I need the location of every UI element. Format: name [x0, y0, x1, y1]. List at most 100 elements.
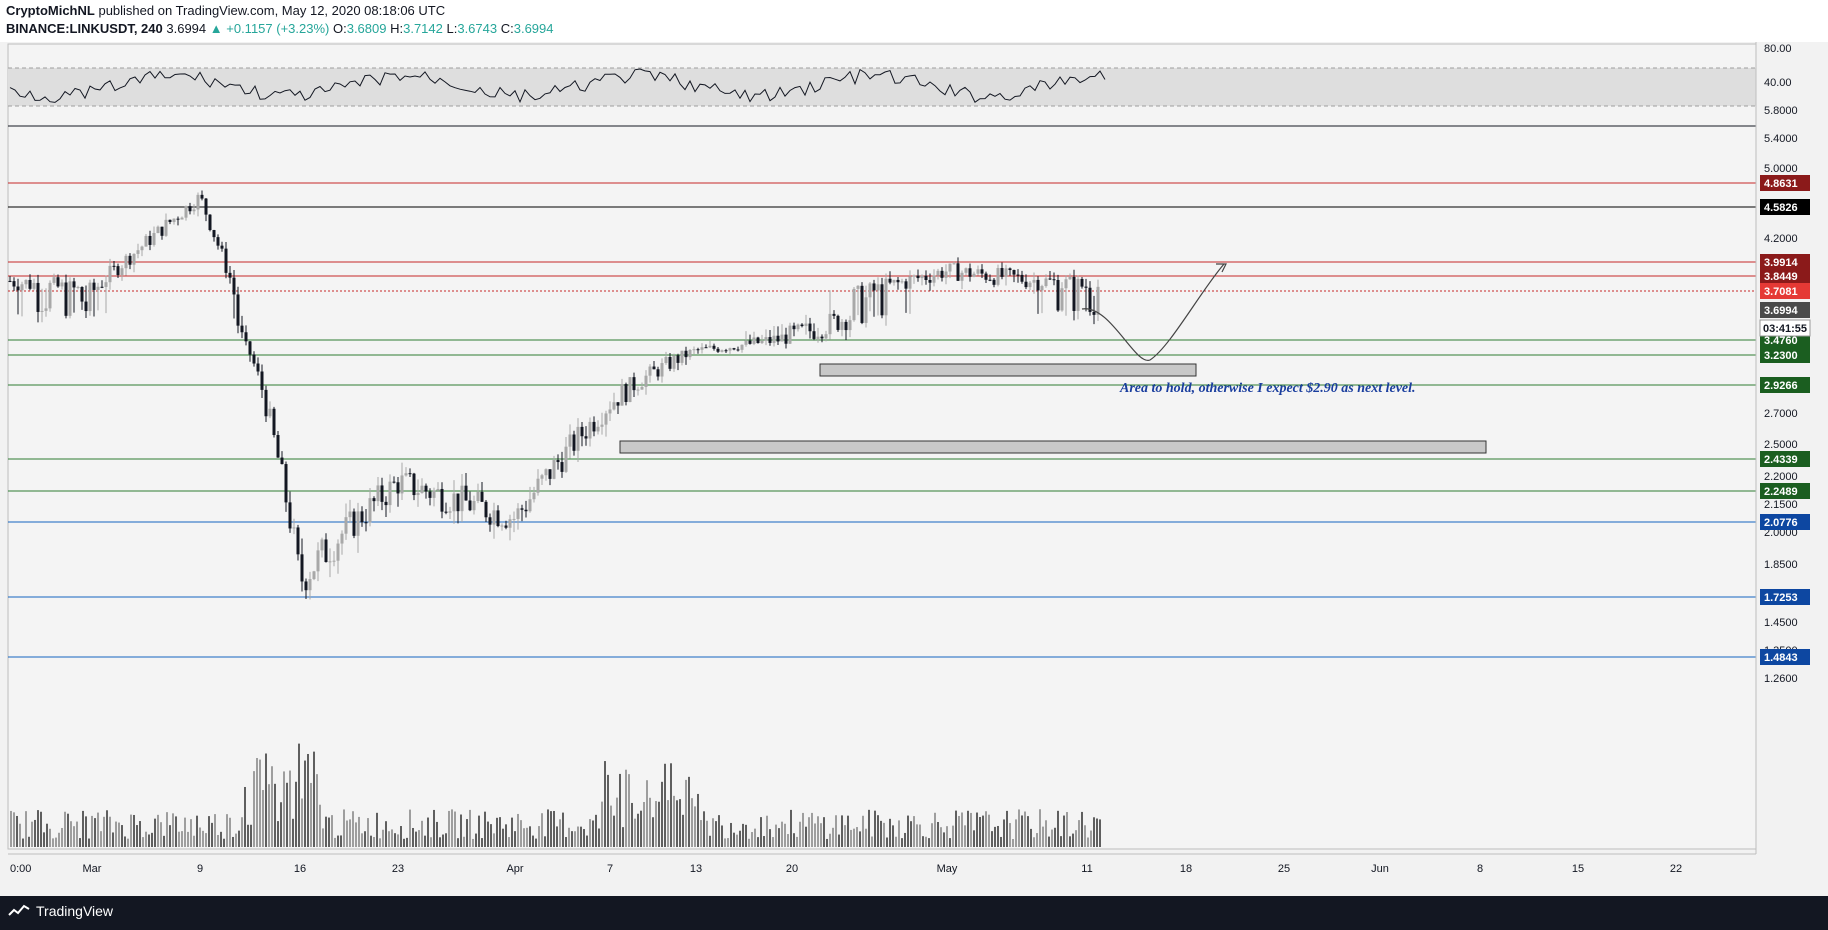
tradingview-logo[interactable]: TradingView [8, 903, 113, 919]
volume-bar [436, 821, 438, 847]
candle [752, 337, 756, 344]
volume-bar [640, 810, 642, 847]
candle [152, 233, 156, 245]
volume-bar [934, 812, 936, 847]
price-axis[interactable]: 5.8000 5.4000 5.0000 4.2000 2.7000 2.5000 2.20… [1755, 42, 1811, 854]
volume-bar [748, 838, 750, 847]
volume-bar [256, 757, 258, 847]
volume-bar [676, 800, 678, 847]
volume-bar [595, 814, 597, 847]
volume-bar [643, 802, 645, 847]
candle [48, 282, 52, 309]
support-zone-upper[interactable] [819, 363, 1197, 377]
candle [268, 408, 272, 417]
candle [644, 375, 648, 387]
candle [912, 275, 916, 277]
time-tick: 18 [1180, 863, 1192, 875]
volume-bar [136, 825, 138, 847]
volume-bar [208, 816, 210, 847]
close-label: C: [500, 21, 514, 36]
volume-bar [79, 838, 81, 847]
candle [176, 218, 180, 220]
volume-bar [64, 811, 66, 847]
volume-bar [103, 816, 105, 847]
candle [104, 282, 108, 287]
candle [676, 355, 680, 363]
price-chart[interactable]: Area to hold, otherwise I expect $2.90 a… [0, 42, 1828, 896]
time-tick: 8 [1477, 863, 1483, 875]
level-label-box [1760, 175, 1810, 191]
candle [76, 286, 80, 288]
volume-bar [1030, 828, 1032, 847]
volume-bar [355, 822, 357, 847]
price-tick: 1.2600 [1764, 673, 1798, 685]
volume-bar [634, 818, 636, 847]
volume-bar [1069, 836, 1071, 847]
candle [1088, 287, 1092, 312]
volume-bar [22, 838, 24, 847]
level-label: 2.4339 [1764, 454, 1798, 466]
volume-bar [286, 782, 288, 847]
candle [440, 488, 444, 512]
symbol-label[interactable]: BINANCE:LINKUSDT, 240 [6, 21, 163, 36]
candle [84, 301, 88, 312]
author-name[interactable]: CryptoMichNL [6, 3, 95, 18]
candle [256, 363, 260, 372]
time-axis[interactable]: 0:00 Mar 9 16 23 Apr 7 13 20 May 11 18 25 Jun 8 15 22 [8, 853, 1756, 875]
volume-bar [43, 832, 45, 847]
volume-bar [313, 751, 315, 847]
candle [128, 255, 132, 265]
candle [172, 218, 176, 223]
candle [112, 265, 116, 267]
volume-bar [832, 827, 834, 847]
candle [780, 334, 784, 342]
volume-bar [985, 811, 987, 847]
volume-bar [91, 815, 93, 847]
volume-bar [544, 836, 546, 847]
candle [660, 363, 664, 377]
candle [124, 255, 128, 269]
volume-bar [1042, 826, 1044, 847]
volume-bar [841, 815, 843, 847]
candle [1036, 279, 1040, 291]
volume-bar [169, 825, 171, 847]
volume-bar [667, 800, 669, 847]
candle [1048, 278, 1052, 280]
volume-bar [994, 826, 996, 847]
candle [956, 263, 960, 281]
footer-bar: TradingView [0, 896, 1828, 930]
volume-bar [325, 816, 327, 847]
volume-bar [10, 810, 12, 847]
volume-bar [433, 809, 435, 847]
candle [524, 509, 528, 512]
support-zone-lower[interactable] [619, 440, 1487, 454]
candle [516, 508, 520, 519]
volume-bar [790, 809, 792, 847]
candle [556, 460, 560, 463]
candle [136, 250, 140, 254]
candle [240, 325, 244, 333]
volume-bar [175, 816, 177, 847]
volume-bar [523, 828, 525, 847]
volume-bar [661, 781, 663, 847]
volume-bar [295, 781, 297, 847]
volume-bar [352, 811, 354, 847]
volume-bar [625, 769, 627, 847]
candle [392, 481, 396, 483]
volume-bar [361, 833, 363, 847]
candle [844, 321, 848, 331]
volume-bar [379, 838, 381, 847]
volume-bar [127, 838, 129, 847]
volume-bar [1078, 820, 1080, 847]
volume-bar [235, 833, 237, 847]
volume-bar [853, 828, 855, 847]
candle [88, 282, 92, 312]
price-tick: 2.7000 [1764, 408, 1798, 420]
volume-bar [427, 817, 429, 847]
volume-bar [727, 838, 729, 847]
volume-bar [1012, 838, 1014, 847]
volume-bar [859, 831, 861, 847]
volume-bar [757, 837, 759, 847]
candle [1056, 279, 1060, 311]
price-tick: 2.2000 [1764, 471, 1798, 483]
